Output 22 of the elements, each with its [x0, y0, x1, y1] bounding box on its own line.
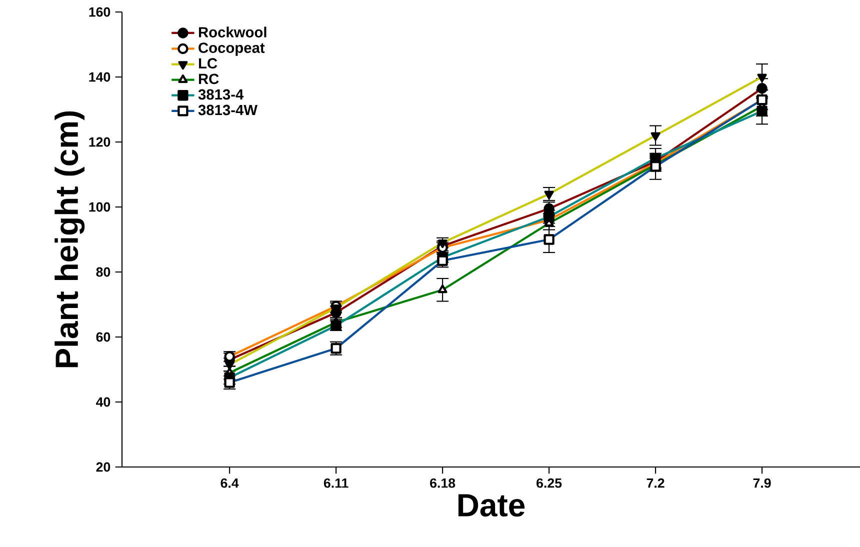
y-tick-label: 80	[96, 267, 110, 277]
x-tick-label: 7.2	[646, 478, 664, 488]
y-tick-label: 40	[96, 397, 110, 407]
x-tick-label: 7.9	[753, 478, 771, 488]
x-tick-label: 6.11	[324, 478, 348, 488]
y-tick-label: 100	[89, 202, 110, 212]
y-axis-title: Plant height (cm)	[54, 111, 85, 368]
x-tick-label: 6.4	[220, 478, 239, 488]
x-axis-title: Date	[458, 494, 525, 517]
legend-label: 3813-4	[198, 89, 244, 100]
y-tick-label: 60	[96, 332, 110, 342]
legend-label: 3813-4W	[198, 104, 258, 116]
legend-label: RC	[198, 74, 219, 84]
y-tick-label: 140	[89, 72, 110, 82]
y-tick-label: 120	[89, 137, 110, 147]
legend-label: LC	[198, 58, 218, 69]
x-tick-label: 6.25	[536, 478, 562, 488]
y-tick-label: 20	[96, 462, 110, 472]
y-tick-label: 160	[89, 7, 110, 17]
legend-label: Rockwool	[198, 26, 266, 38]
legend-label: Cocopeat	[198, 42, 265, 56]
x-tick-label: 6.18	[430, 478, 456, 488]
